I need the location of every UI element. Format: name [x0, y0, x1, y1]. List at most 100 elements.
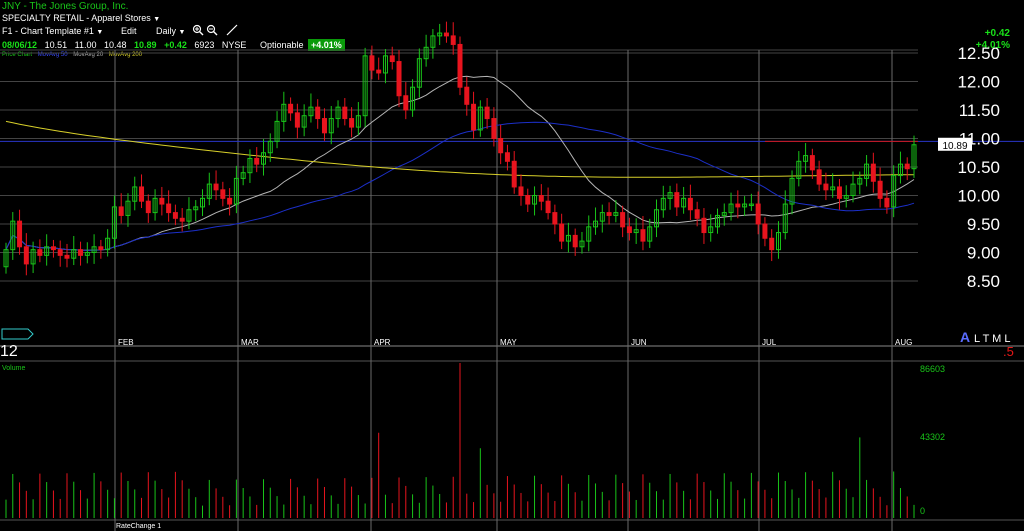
candle-body — [3, 249, 9, 268]
candle-body — [687, 197, 693, 211]
candle-body — [376, 69, 382, 74]
candle-body — [105, 237, 111, 251]
candle-body — [660, 197, 666, 211]
zoom-out-icon[interactable] — [206, 24, 218, 38]
draw-line-icon[interactable] — [226, 24, 238, 38]
candle-body — [667, 192, 673, 199]
candle-body — [260, 152, 266, 165]
candlesticks — [3, 21, 917, 276]
candle-body — [23, 246, 29, 265]
bookmark-flag-icon — [1, 328, 34, 340]
candle-body — [98, 246, 104, 251]
candle-body — [321, 118, 327, 134]
price-tick-label: 10.00 — [957, 187, 1000, 206]
price-tick-label: 12.50 — [957, 44, 1000, 63]
candle-body — [789, 177, 795, 205]
candle-body — [897, 163, 903, 177]
candle-body — [416, 58, 422, 88]
volume-tick-label: 86603 — [920, 364, 945, 374]
symbol-title[interactable]: JNY - The Jones Group, Inc. — [2, 1, 129, 12]
candle-body — [233, 177, 239, 205]
price-tick-label: 9.00 — [967, 244, 1000, 263]
month-label: JUN — [631, 338, 647, 347]
period-label: Daily — [156, 26, 177, 36]
candle-body — [721, 212, 727, 216]
candle-body — [714, 214, 720, 228]
candle-body — [498, 138, 504, 154]
month-label: FEB — [118, 338, 134, 347]
industry-label: SPECIALTY RETAIL - Apparel Stores ▼ — [2, 13, 161, 24]
candle-body — [125, 200, 131, 216]
legend-ma200[interactable]: MovAvg 200 — [108, 52, 143, 58]
candle-body — [843, 195, 849, 199]
quote-volume: 6923 — [194, 40, 215, 50]
candle-body — [186, 209, 192, 222]
candle-body — [78, 249, 84, 256]
candle-body — [525, 195, 531, 205]
candle-body — [877, 180, 883, 199]
industry-text[interactable]: SPECIALTY RETAIL - Apparel Stores — [2, 13, 151, 23]
dropdown-arrow-icon[interactable]: ▼ — [96, 29, 104, 36]
candle-body — [681, 197, 687, 208]
candle-body — [735, 203, 741, 208]
legend-ma20[interactable]: MovAvg 20 — [73, 52, 104, 58]
volume-bars — [5, 363, 915, 518]
candle-body — [823, 183, 829, 191]
candle-body — [423, 46, 429, 60]
candle-body — [450, 35, 456, 45]
candle-body — [884, 197, 890, 208]
candle-body — [403, 95, 409, 111]
candle-body — [254, 157, 260, 165]
candle-body — [220, 189, 226, 199]
candle-body — [308, 106, 314, 117]
candle-body — [891, 175, 897, 208]
quote-change: +0.42 — [164, 40, 187, 50]
candle-body — [864, 163, 870, 179]
month-label: MAY — [500, 338, 517, 347]
candle-body — [267, 140, 273, 154]
zoom-in-icon[interactable] — [192, 24, 204, 38]
candle-body — [64, 254, 70, 259]
quote-low: 10.48 — [103, 40, 127, 50]
ma50-line — [5, 121, 915, 251]
dropdown-arrow-icon[interactable]: ▼ — [153, 16, 161, 23]
candle-body — [294, 112, 300, 128]
axis-labels: 12.5012.0011.5011.0010.5010.009.509.008.… — [0, 44, 1014, 530]
candle-body — [457, 43, 463, 88]
candle-body — [71, 249, 77, 259]
legend-price[interactable]: Price Chart — [2, 52, 33, 58]
candle-body — [708, 226, 714, 234]
volume-panel-label: Volume — [2, 365, 25, 372]
quote-line: 08/06/12 10.51 11.00 10.48 10.89 +0.42 6… — [2, 40, 251, 50]
candle-body — [118, 206, 124, 216]
candle-body — [803, 155, 809, 162]
candle-body — [44, 246, 50, 256]
candle-body — [782, 203, 788, 234]
candle-body — [836, 186, 842, 199]
dropdown-arrow-icon[interactable]: ▼ — [178, 29, 186, 36]
legend-ma50[interactable]: MovAvg 50 — [37, 52, 68, 58]
candle-body — [504, 152, 510, 162]
candle-body — [84, 252, 90, 256]
current-price-label: 10.89 — [942, 141, 967, 152]
period-selector[interactable]: Daily ▼ — [156, 26, 185, 36]
candle-body — [755, 203, 761, 225]
candle-body — [37, 249, 43, 256]
candle-body — [748, 203, 754, 207]
edit-menu[interactable]: Edit — [121, 26, 137, 36]
candle-body — [342, 106, 348, 120]
candle-body — [396, 61, 402, 97]
candle-body — [633, 229, 639, 234]
candle-body — [389, 55, 395, 63]
candle-body — [301, 115, 307, 128]
template-selector[interactable]: F1 - Chart Template #1 ▼ — [2, 27, 104, 37]
candle-body — [111, 206, 117, 239]
candle-body — [796, 160, 802, 179]
candle-body — [742, 203, 748, 208]
candle-body — [816, 169, 822, 185]
candle-body — [911, 144, 917, 170]
candle-body — [193, 206, 199, 211]
candle-body — [830, 186, 836, 191]
candle-body — [559, 223, 565, 242]
